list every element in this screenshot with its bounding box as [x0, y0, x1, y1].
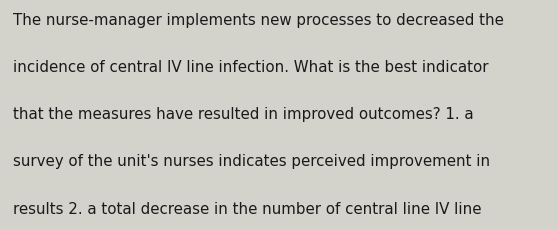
Text: The nurse-manager implements new processes to decreased the: The nurse-manager implements new process…: [13, 13, 504, 28]
Text: survey of the unit's nurses indicates perceived improvement in: survey of the unit's nurses indicates pe…: [13, 154, 490, 169]
Text: that the measures have resulted in improved outcomes? 1. a: that the measures have resulted in impro…: [13, 107, 474, 122]
Text: incidence of central IV line infection. What is the best indicator: incidence of central IV line infection. …: [13, 60, 488, 75]
Text: results 2. a total decrease in the number of central line IV line: results 2. a total decrease in the numbe…: [13, 201, 482, 216]
